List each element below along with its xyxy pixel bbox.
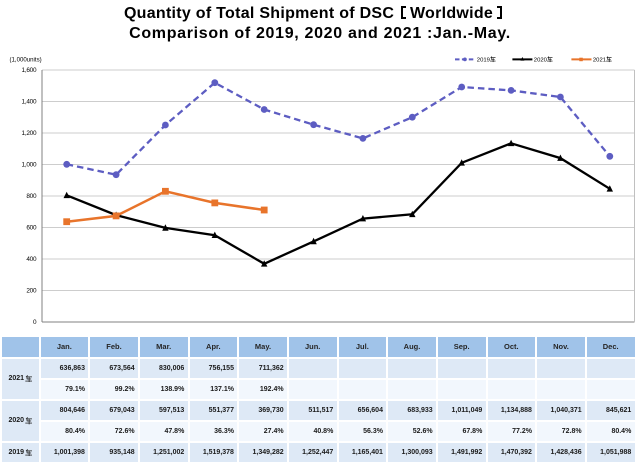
svg-text:(1,000units): (1,000units) [10,56,42,63]
svg-text:400: 400 [26,256,37,263]
svg-text:1,600: 1,600 [22,67,37,74]
svg-text:200: 200 [26,288,37,295]
svg-text:600: 600 [26,225,37,232]
svg-text:1,400: 1,400 [22,99,37,106]
svg-text:0: 0 [33,319,37,326]
svg-text:800: 800 [26,193,37,200]
svg-text:1,000: 1,000 [22,162,37,169]
svg-text:1,200: 1,200 [22,130,37,137]
svg-text:2021: 2021 [593,58,606,64]
svg-text:2020: 2020 [534,58,548,64]
svg-text:2019: 2019 [477,58,490,64]
